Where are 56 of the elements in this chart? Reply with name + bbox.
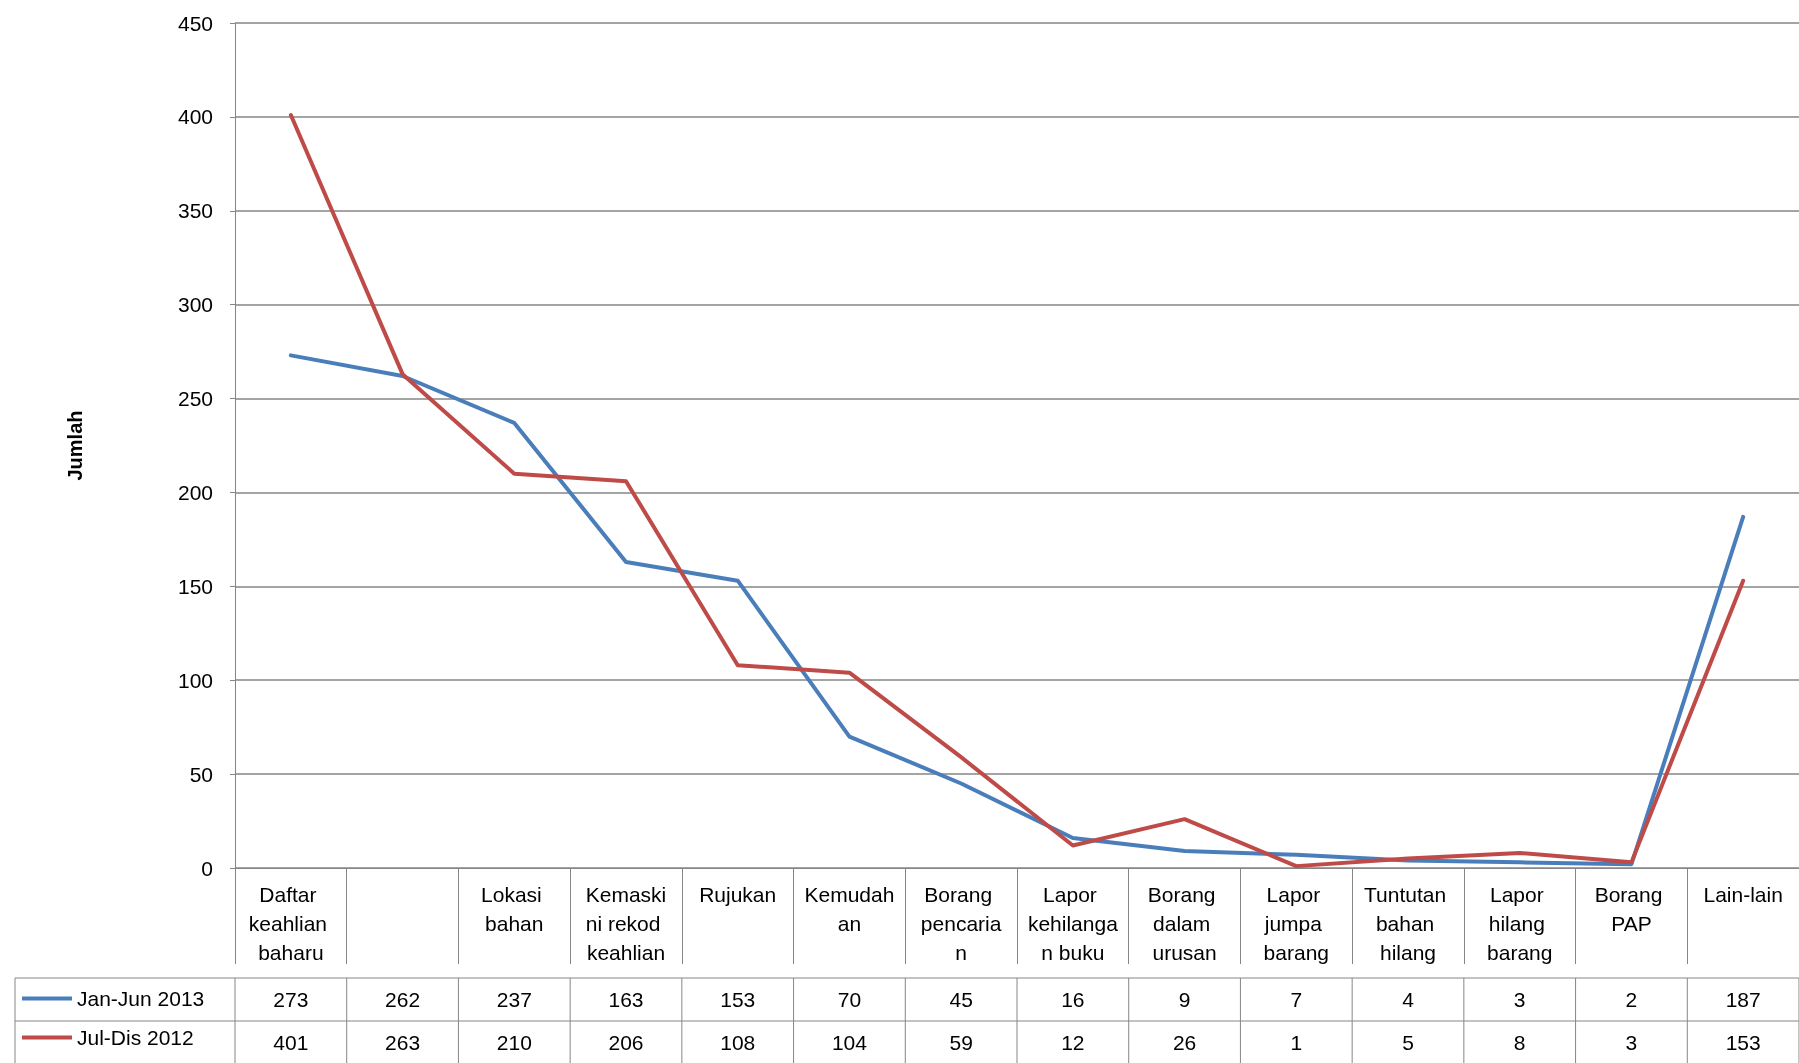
x-tick-label: Daftar keahlian baharu	[248, 883, 333, 964]
data-label: 26	[1172, 1031, 1197, 1054]
data-label: 153	[720, 988, 756, 1011]
data-label: 2	[1625, 988, 1638, 1011]
x-tick-label: Kemudahan	[804, 883, 895, 935]
line-series	[288, 353, 1746, 867]
data-label: 163	[608, 988, 644, 1011]
x-tick-label: Borang PAP	[1594, 883, 1669, 935]
data-label: 9	[1178, 988, 1191, 1011]
data-label: 45	[949, 988, 973, 1011]
data-label: 187	[1725, 988, 1761, 1011]
line-series	[288, 113, 1746, 869]
data-label: 16	[1061, 988, 1085, 1011]
data-label: 210	[496, 1031, 532, 1054]
y-tick-label: 200	[177, 480, 213, 504]
y-tick-label: 50	[189, 762, 213, 786]
data-label: 153	[1725, 1031, 1761, 1054]
x-tick-label: Borang pencarian	[920, 883, 1002, 964]
data-label: 108	[720, 1031, 756, 1054]
data-label: 4	[1402, 988, 1415, 1011]
y-tick-label: 350	[177, 199, 213, 223]
x-tick-label: Tuntutan bahan hilang	[1364, 883, 1452, 964]
x-tick-label: Lokasi bahan	[481, 883, 548, 935]
x-tick-label: Lain-lain	[1703, 883, 1783, 906]
data-label: 8	[1513, 1031, 1526, 1054]
data-label: 401	[273, 1031, 309, 1054]
y-tick-label: 450	[177, 11, 213, 35]
data-label: 237	[496, 988, 532, 1011]
x-tick-label: Lapor kehilangan buku	[1027, 883, 1119, 964]
y-tick-label: 150	[177, 574, 213, 598]
y-tick-label: 250	[177, 387, 213, 411]
data-label: 7	[1290, 988, 1303, 1011]
y-axis-title: Jumlah	[64, 410, 86, 481]
data-label: 262	[385, 988, 421, 1011]
data-label: 3	[1513, 988, 1526, 1011]
x-tick-label: Lapor hilang barang	[1487, 883, 1553, 964]
x-tick-label: Kemaskini rekod keahlian	[585, 883, 667, 964]
legend-label: Jul-Dis 2012	[77, 1026, 194, 1049]
x-tick-label: Lapor jumpa barang	[1263, 883, 1329, 964]
x-tick-label: Rujukan	[699, 883, 777, 906]
data-label: 263	[385, 1031, 421, 1054]
legend-label: Jan-Jun 2013	[77, 987, 205, 1010]
data-label: 12	[1061, 1031, 1085, 1054]
data-label: 3	[1625, 1031, 1638, 1054]
data-label: 1	[1290, 1031, 1303, 1054]
y-tick-label: 100	[177, 668, 213, 692]
data-label: 70	[837, 988, 862, 1011]
y-tick-label: 0	[201, 856, 213, 880]
data-label: 104	[831, 1031, 868, 1054]
data-label: 5	[1402, 1031, 1414, 1054]
data-label: 206	[608, 1031, 644, 1054]
x-tick-label: Borang dalam urusan	[1147, 883, 1222, 964]
y-tick-label: 400	[177, 105, 213, 129]
data-label: 59	[949, 1031, 973, 1054]
data-label: 273	[273, 988, 309, 1011]
y-tick-label: 300	[177, 293, 213, 317]
